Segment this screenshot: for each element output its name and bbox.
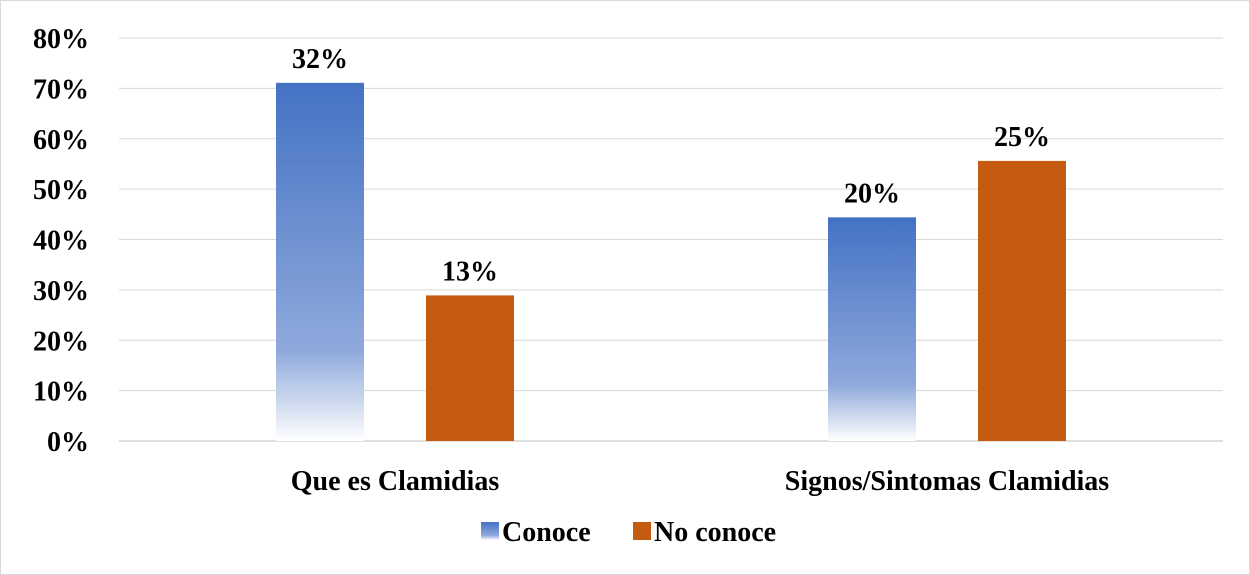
legend: Conoce No conoce <box>481 517 776 548</box>
data-label: 13% <box>442 256 498 287</box>
data-label: 25% <box>994 122 1050 153</box>
bars: 32% 13% 20% 25% <box>276 44 1066 442</box>
data-label: 32% <box>292 44 348 75</box>
x-axis: Que es Clamidias Signos/Sintomas Clamidia… <box>291 466 1110 497</box>
y-tick-label: 70% <box>33 74 89 105</box>
data-label: 20% <box>844 178 900 209</box>
x-category-label: Que es Clamidias <box>291 466 500 497</box>
bar-no-conoce <box>978 160 1066 442</box>
y-tick-label: 50% <box>33 175 89 206</box>
y-axis: 0% 10% 20% 30% 40% 50% 60% 70% 80% <box>33 24 89 458</box>
y-tick-label: 80% <box>33 24 89 55</box>
bar-conoce <box>276 82 364 442</box>
legend-label: No conoce <box>654 517 776 548</box>
y-tick-label: 60% <box>33 125 89 156</box>
x-category-label: Signos/Sintomas Clamidias <box>785 466 1110 497</box>
bar-no-conoce <box>426 295 514 441</box>
legend-label: Conoce <box>502 517 591 548</box>
y-tick-label: 40% <box>33 226 89 257</box>
bar-conoce <box>828 217 916 441</box>
y-tick-label: 20% <box>33 326 89 357</box>
y-tick-label: 0% <box>47 427 89 458</box>
legend-swatch <box>633 522 651 540</box>
legend-swatch <box>481 522 499 540</box>
y-tick-label: 30% <box>33 276 89 307</box>
y-tick-label: 10% <box>33 377 89 408</box>
